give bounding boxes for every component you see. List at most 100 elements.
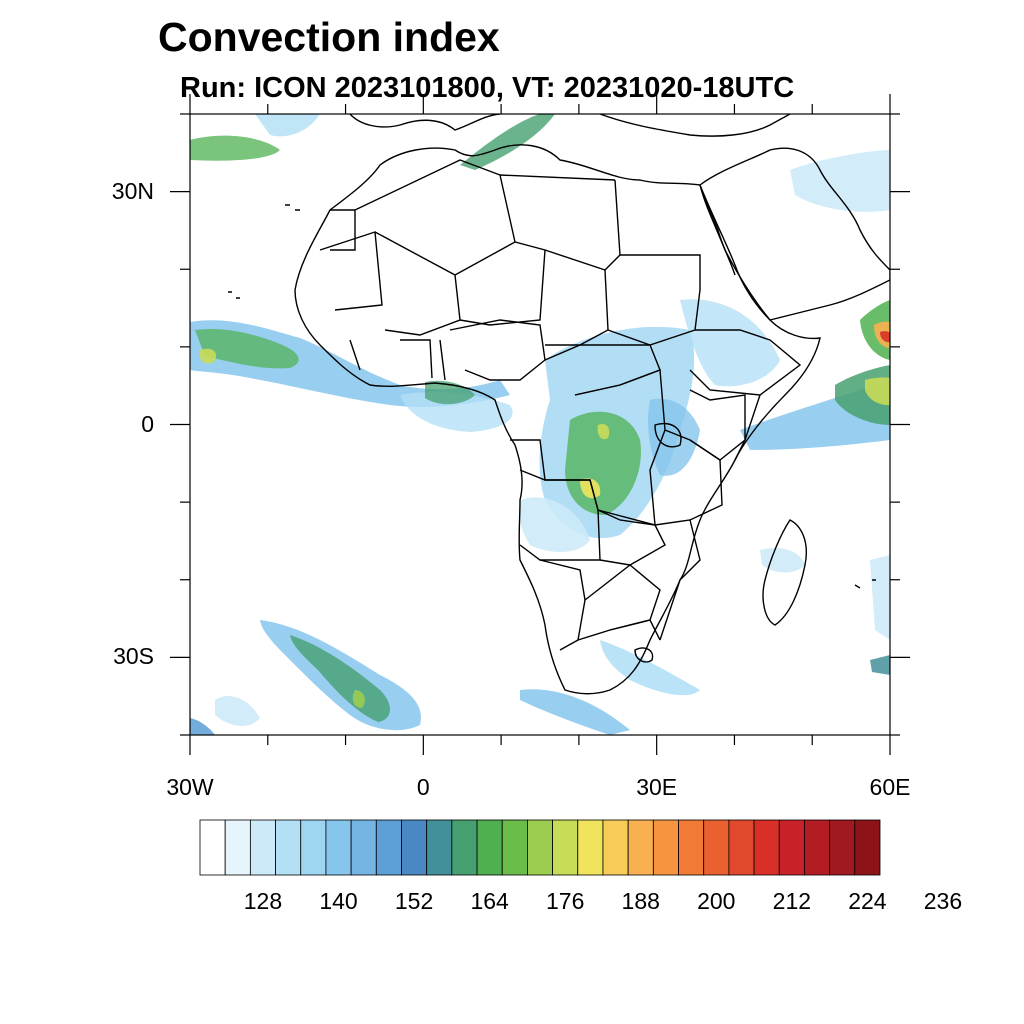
border-south-africa — [577, 619, 661, 641]
mozambique-channel — [760, 548, 805, 573]
colorbar-swatch — [501, 819, 528, 876]
colorbar-tick-label: 164 — [470, 888, 509, 914]
colorbar-tick-label: 236 — [923, 888, 963, 914]
convection-field — [190, 114, 890, 735]
border-tanzania — [654, 429, 723, 526]
border-niger — [454, 241, 546, 326]
southeast-africa-band — [600, 640, 700, 696]
lon-label: 0 — [416, 774, 430, 800]
colorbar-swatch — [451, 819, 478, 876]
atlantic-itcz-peak — [199, 348, 217, 364]
lat-label: 0 — [141, 410, 154, 437]
gulf-guinea-band — [400, 392, 513, 432]
colorbar-swatch — [652, 819, 679, 876]
border-egypt — [614, 179, 621, 256]
mediterranean-front — [460, 114, 555, 170]
congo-basin-peak-2 — [597, 423, 610, 440]
colorbar-swatch — [300, 819, 327, 876]
colorbar-swatch — [854, 819, 881, 876]
africa-coastline — [294, 144, 821, 695]
lesotho — [634, 647, 654, 663]
europe-coastline — [349, 114, 501, 131]
lake-victoria — [654, 422, 682, 448]
colorbar-swatch — [476, 819, 503, 876]
far-east-band — [870, 555, 890, 640]
southwest-swirl — [215, 696, 260, 726]
border-nigeria — [449, 319, 546, 381]
iberia-showers — [255, 114, 320, 137]
colorbar-swatch — [753, 819, 780, 876]
border-zambia — [597, 509, 666, 566]
colorbar-swatch — [325, 819, 352, 876]
red-sea — [699, 184, 736, 276]
colorbar-tick-label: 224 — [848, 888, 887, 914]
colorbar-tick-label: 176 — [545, 888, 585, 914]
colorbar-tick-label: 128 — [243, 888, 283, 914]
colorbar — [199, 819, 881, 876]
colorbar-tick-label: 152 — [394, 888, 434, 914]
colorbar-swatch — [350, 819, 377, 876]
north-atlantic-showers — [190, 135, 280, 161]
cape-verde — [228, 291, 240, 299]
border-mozambique — [659, 519, 701, 641]
border-chad — [544, 249, 609, 346]
colorbar-swatch — [426, 819, 453, 876]
colorbar-swatch — [577, 819, 604, 876]
border-sahara-north — [330, 209, 356, 251]
lat-label: 30N — [111, 177, 154, 204]
colorbar-swatch — [703, 819, 730, 876]
mauritius — [854, 579, 876, 589]
colorbar-swatch — [401, 819, 428, 876]
chart-subtitle: Run: ICON 2023101800, VT: 20231020-18UTC — [180, 72, 795, 104]
colorbar-swatch — [728, 819, 755, 876]
southeast-corner — [870, 655, 890, 675]
turkey-coastline — [599, 114, 791, 137]
border-mauritania — [319, 231, 383, 311]
cape-front — [520, 689, 630, 735]
south-atlantic-front-core — [290, 635, 390, 722]
lake-victoria-convection — [648, 398, 700, 476]
congo-basin-peak — [580, 478, 601, 499]
madagascar-coastline — [762, 519, 807, 626]
colorbar-swatch — [804, 819, 831, 876]
atlantic-itcz-core — [195, 328, 299, 369]
colorbar-swatch — [778, 819, 805, 876]
lon-label: 60E — [869, 774, 911, 800]
border-drc — [510, 369, 666, 526]
colorbar-swatch — [249, 819, 276, 876]
colorbar-tick-label: 200 — [697, 888, 736, 914]
arabian-sea-cyclone-eye — [880, 331, 890, 343]
colorbar-swatch — [527, 819, 553, 876]
border-kenya — [689, 389, 746, 461]
colorbar-swatch — [275, 819, 302, 876]
south-atlantic-front-peak — [352, 690, 365, 708]
border-libya — [499, 174, 616, 243]
axis-ticks — [170, 94, 910, 755]
colorbar-swatch — [602, 819, 629, 876]
lon-label: 30W — [166, 774, 214, 800]
colorbar-tick-label: 212 — [772, 888, 812, 914]
colorbar-swatch — [829, 819, 856, 876]
colorbar-swatch — [627, 819, 654, 876]
border-mali — [374, 231, 461, 336]
chart-title: Convection index — [158, 14, 500, 60]
colorbar-swatch — [552, 819, 579, 876]
southwest-corner-band — [190, 718, 215, 735]
east-africa-highlands — [680, 299, 780, 387]
lon-label: 30E — [636, 774, 678, 800]
indian-ocean-cyclone-core — [865, 377, 890, 406]
colorbar-swatch — [199, 819, 226, 876]
colorbar-tick-label: 140 — [319, 888, 358, 914]
lat-label: 30S — [113, 643, 154, 670]
border-algeria — [354, 159, 501, 211]
colorbar-swatch — [224, 819, 251, 876]
colorbar-swatch — [375, 819, 402, 876]
gulf-guinea-countries — [349, 339, 446, 381]
canary-islands — [285, 204, 300, 211]
southern-angola — [519, 497, 590, 552]
colorbar-tick-label: 188 — [621, 888, 660, 914]
colorbar-swatch — [678, 819, 705, 876]
arabian-peninsula-showers — [790, 150, 890, 212]
border-ethiopia — [689, 329, 802, 396]
